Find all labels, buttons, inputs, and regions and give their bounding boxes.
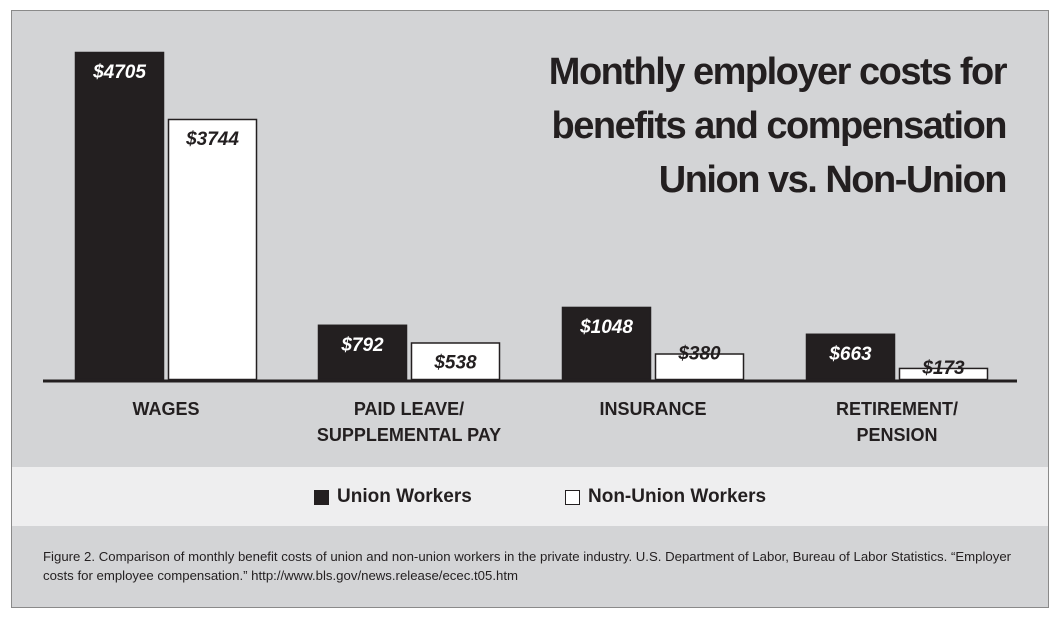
value-label-non-union-2: $380 [677, 344, 721, 365]
legend: Union Workers Non-Union Workers [12, 467, 1048, 526]
value-label-union-0: $4705 [92, 62, 146, 83]
legend-item-union: Union Workers [314, 485, 472, 509]
figure-caption: Figure 2. Comparison of monthly benefit … [43, 549, 1012, 583]
category-label-3: RETIREMENT/PENSION [836, 399, 958, 445]
chart-title: Monthly employer costs for benefits and … [446, 45, 1008, 207]
value-label-non-union-1: $538 [433, 352, 477, 373]
chart-title-line-2: benefits and compensation [551, 105, 1008, 147]
bar-union-2 [561, 306, 652, 381]
value-label-union-3: $663 [828, 344, 872, 365]
bar-non-union-2 [654, 353, 745, 381]
category-label-1: PAID LEAVE/SUPPLEMENTAL PAY [317, 399, 501, 445]
bar-union-0 [74, 51, 165, 381]
value-label-non-union-3: $173 [921, 358, 965, 379]
legend-item-non-union: Non-Union Workers [565, 485, 766, 509]
category-label-2: INSURANCE [599, 399, 706, 419]
value-label-union-1: $792 [340, 335, 384, 356]
value-label-union-2: $1048 [579, 317, 633, 338]
chart-title-line-1: Monthly employer costs for [548, 51, 1008, 93]
bar-union-3 [805, 333, 896, 381]
legend-swatch-non-union [565, 489, 580, 505]
bar-chart: $4705 $792 $1048 $663 $3744 $538 $380 $173 WAGES… [43, 51, 1017, 445]
legend-label-union: Union Workers [337, 486, 472, 507]
bar-non-union-0 [167, 118, 258, 381]
legend-label-non-union: Non-Union Workers [588, 486, 767, 507]
category-label-0: WAGES [132, 399, 199, 419]
legend-swatch-union [314, 489, 329, 505]
chart-frame: $4705 $792 $1048 $663 $3744 $538 $380 $173 WAGES… [11, 10, 1049, 608]
chart-title-line-3: Union vs. Non-Union [658, 159, 1008, 201]
bar-non-union-1 [410, 342, 501, 381]
value-label-non-union-0: $3744 [185, 129, 239, 150]
